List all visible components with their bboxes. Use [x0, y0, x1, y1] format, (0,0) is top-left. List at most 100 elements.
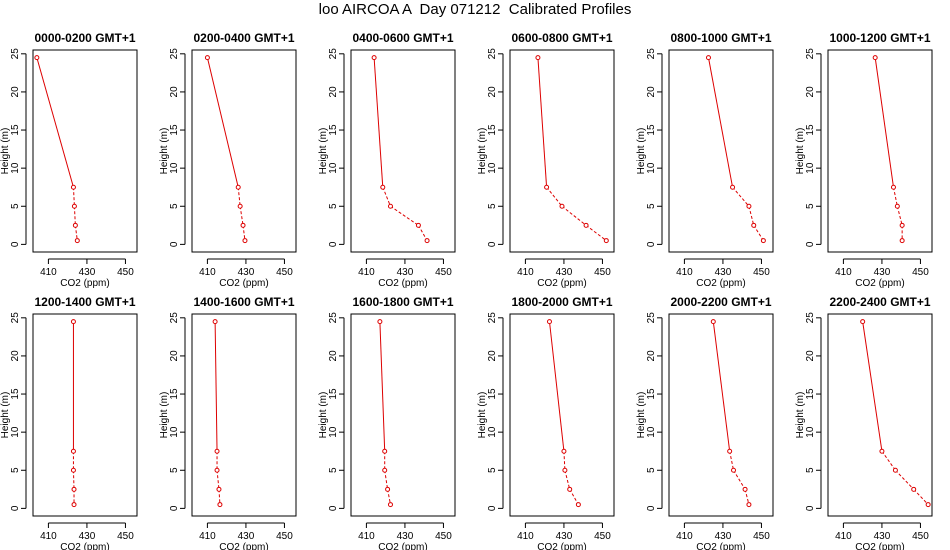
y-tick-label: 15 [487, 124, 498, 136]
x-tick-label: 450 [435, 531, 452, 542]
data-point [70, 467, 76, 473]
data-point [546, 319, 552, 325]
profile-segment [569, 489, 579, 505]
x-tick-label: 410 [40, 531, 57, 542]
profile-segment [895, 469, 915, 490]
data-point [535, 55, 541, 61]
y-tick-label: 0 [10, 505, 21, 511]
plot-frame [827, 49, 933, 253]
x-tick-label: 410 [835, 531, 852, 542]
profile-segment [384, 470, 389, 490]
y-tick-label: 20 [169, 86, 180, 98]
y-tick-label: 0 [487, 505, 498, 511]
data-point [237, 203, 243, 209]
profile-segment [237, 187, 241, 207]
y-tick-label: 10 [805, 162, 816, 174]
y-tick-label: 5 [10, 467, 21, 473]
data-point [377, 319, 383, 325]
data-point [387, 502, 393, 508]
data-point [71, 486, 77, 492]
y-tick-label: 25 [646, 312, 657, 324]
data-point [71, 502, 77, 508]
y-tick-label: 25 [169, 312, 180, 324]
x-axis-label: CO2 (ppm) [378, 542, 427, 550]
y-axis-label: Height (m) [795, 392, 806, 439]
data-point [731, 467, 737, 473]
x-tick-label: 410 [358, 531, 375, 542]
panel-title: 2200-2400 GMT+1 [829, 295, 930, 309]
data-point [71, 203, 77, 209]
y-tick-label: 20 [805, 350, 816, 362]
y-tick-label: 20 [10, 86, 21, 98]
profile-segment [36, 57, 74, 188]
y-tick-label: 10 [169, 426, 180, 438]
x-tick-label: 450 [276, 531, 293, 542]
y-tick-label: 0 [805, 505, 816, 511]
profile-segment [564, 470, 571, 490]
y-tick-label: 10 [328, 162, 339, 174]
profile-segment [585, 224, 607, 241]
x-tick-label: 450 [753, 267, 770, 278]
y-tick-label: 10 [646, 162, 657, 174]
data-point [860, 319, 866, 325]
profile-segment [417, 225, 428, 241]
x-tick-label: 410 [517, 267, 534, 278]
profile-segment [218, 489, 221, 505]
y-tick-label: 20 [487, 86, 498, 98]
profile-segment [733, 470, 746, 490]
y-tick-label: 10 [487, 426, 498, 438]
plot-frame [191, 49, 297, 253]
y-tick-label: 5 [169, 203, 180, 209]
data-point [424, 238, 430, 244]
profile-panel: 0400-0600 GMT+1 410 430 450 CO2 (ppm) 0 5 10 15 2… [318, 31, 456, 289]
y-tick-label: 10 [169, 162, 180, 174]
y-tick-label: 5 [328, 203, 339, 209]
profile-segment [712, 321, 731, 452]
plot-frame [350, 49, 456, 253]
profile-segment [881, 450, 896, 471]
data-point [371, 55, 377, 61]
profile-segment [548, 321, 565, 452]
x-tick-label: 430 [715, 531, 732, 542]
x-tick-label: 430 [874, 267, 891, 278]
data-point [382, 467, 388, 473]
data-point [575, 502, 581, 508]
x-tick-label: 430 [556, 267, 573, 278]
profile-segment [216, 470, 220, 490]
y-tick-label: 15 [10, 124, 21, 136]
profile-panel: 1600-1800 GMT+1 410 430 450 CO2 (ppm) 0 5 10 15 2… [318, 295, 456, 550]
data-point [216, 486, 222, 492]
profile-panel: 1200-1400 GMT+1 410 430 450 CO2 (ppm) 0 5 10 15 2… [0, 295, 138, 550]
data-point [760, 238, 766, 244]
y-tick-label: 10 [10, 426, 21, 438]
y-axis-label: Height (m) [159, 392, 170, 439]
x-tick-label: 450 [912, 531, 929, 542]
y-tick-label: 15 [646, 124, 657, 136]
x-tick-label: 450 [594, 267, 611, 278]
profile-segment [214, 321, 218, 452]
profile-segment [707, 57, 734, 188]
x-axis-label: CO2 (ppm) [696, 542, 745, 550]
data-point [214, 448, 220, 454]
data-point [385, 486, 391, 492]
y-tick-label: 20 [328, 350, 339, 362]
profile-panel: 1800-2000 GMT+1 410 430 450 CO2 (ppm) 0 5 10 15 2… [477, 295, 615, 550]
profile-segment [753, 225, 764, 241]
data-point [742, 486, 748, 492]
y-tick-label: 20 [646, 350, 657, 362]
profile-panel: 1000-1200 GMT+1 410 430 450 CO2 (ppm) 0 5 10 15 2… [795, 31, 933, 289]
data-point [70, 448, 76, 454]
x-axis-label: CO2 (ppm) [696, 278, 745, 289]
data-point [872, 55, 878, 61]
x-tick-label: 450 [276, 267, 293, 278]
y-tick-label: 15 [487, 388, 498, 400]
plot-frame [668, 313, 774, 517]
y-tick-label: 0 [487, 241, 498, 247]
x-axis-label: CO2 (ppm) [378, 278, 427, 289]
y-tick-label: 5 [487, 467, 498, 473]
x-tick-label: 430 [556, 531, 573, 542]
data-point [214, 467, 220, 473]
profile-segment [862, 321, 883, 452]
data-point [382, 448, 388, 454]
x-tick-label: 430 [79, 531, 96, 542]
